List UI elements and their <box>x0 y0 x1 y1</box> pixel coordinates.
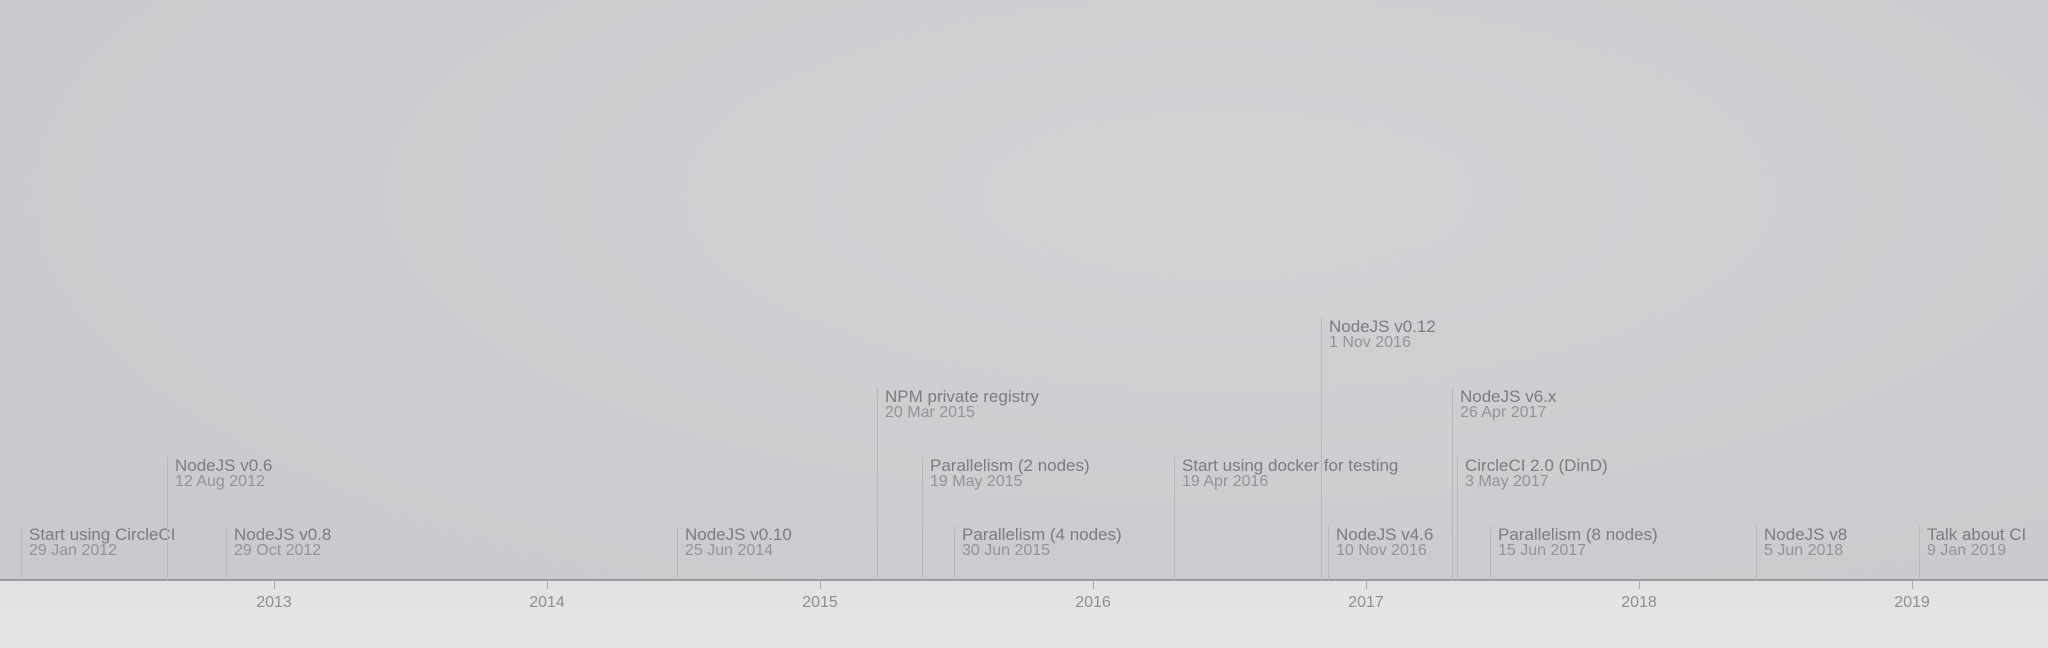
event-date: 25 Jun 2014 <box>685 542 774 559</box>
event-title: Parallelism (4 nodes) <box>962 525 1122 544</box>
event-date: 29 Jan 2012 <box>29 542 118 559</box>
timeline-event: CircleCI 2.0 (DinD) 3 May 2017 <box>1457 457 1608 580</box>
event-title: CircleCI 2.0 (DinD) <box>1465 456 1608 475</box>
event-title: NPM private registry <box>885 387 1039 406</box>
event-date: 15 Jun 2017 <box>1498 542 1587 559</box>
year-tick <box>274 580 275 589</box>
event-date: 30 Jun 2015 <box>962 542 1051 559</box>
timeline-event: Parallelism (8 nodes) 15 Jun 2017 <box>1490 526 1658 580</box>
timeline-event: Parallelism (4 nodes) 30 Jun 2015 <box>954 526 1122 580</box>
event-date: 12 Aug 2012 <box>175 473 265 490</box>
event-title: Parallelism (8 nodes) <box>1498 525 1658 544</box>
event-title: NodeJS v8 <box>1764 525 1848 544</box>
year-label: 2018 <box>1621 594 1657 611</box>
timeline-event: NodeJS v0.10 25 Jun 2014 <box>677 526 792 580</box>
year-tick <box>547 580 548 589</box>
timeline-event: NodeJS v0.8 29 Oct 2012 <box>226 526 331 580</box>
timeline-event: Start using docker for testing 19 Apr 20… <box>1174 457 1398 580</box>
year-label: 2017 <box>1348 594 1384 611</box>
axis-band <box>0 580 2048 648</box>
year-label: 2013 <box>256 594 292 611</box>
event-date: 20 Mar 2015 <box>885 404 975 421</box>
event-date: 9 Jan 2019 <box>1927 542 2007 559</box>
timeline-event: Talk about CI 9 Jan 2019 <box>1919 526 2026 580</box>
event-date: 5 Jun 2018 <box>1764 542 1844 559</box>
event-title: Start using docker for testing <box>1182 456 1399 475</box>
event-date: 19 Apr 2016 <box>1182 473 1269 490</box>
event-date: 1 Nov 2016 <box>1329 334 1411 351</box>
year-tick <box>1093 580 1094 589</box>
year-tick <box>1912 580 1913 589</box>
event-date: 10 Nov 2016 <box>1336 542 1427 559</box>
event-date: 3 May 2017 <box>1465 473 1549 490</box>
year-label: 2016 <box>1075 594 1111 611</box>
event-title: Parallelism (2 nodes) <box>930 456 1090 475</box>
timeline-event: NPM private registry 20 Mar 2015 <box>877 388 1039 580</box>
timeline-event: NodeJS v6.x 26 Apr 2017 <box>1452 388 1556 580</box>
event-title: NodeJS v0.12 <box>1329 317 1436 336</box>
event-date: 26 Apr 2017 <box>1460 404 1547 421</box>
event-title: NodeJS v0.6 <box>175 456 273 475</box>
event-title: Talk about CI <box>1927 525 2027 544</box>
timeline-event: NodeJS v8 5 Jun 2018 <box>1756 526 1847 580</box>
event-title: NodeJS v6.x <box>1460 387 1557 406</box>
year-label: 2019 <box>1894 594 1930 611</box>
timeline-event: Start using CircleCI 29 Jan 2012 <box>21 526 175 580</box>
year-label: 2015 <box>802 594 838 611</box>
event-date: 29 Oct 2012 <box>234 542 322 559</box>
timeline-event: Parallelism (2 nodes) 19 May 2015 <box>922 457 1090 580</box>
timeline-event: NodeJS v0.6 12 Aug 2012 <box>167 457 272 580</box>
event-title: Start using CircleCI <box>29 525 176 544</box>
year-label: 2014 <box>529 594 565 611</box>
year-tick <box>1639 580 1640 589</box>
timeline-event: NodeJS v0.12 1 Nov 2016 <box>1321 318 1436 580</box>
year-tick <box>820 580 821 589</box>
event-date: 19 May 2015 <box>930 473 1023 490</box>
timeline-axis <box>0 579 2048 581</box>
event-title: NodeJS v0.8 <box>234 525 332 544</box>
year-tick <box>1366 580 1367 589</box>
timeline-event: NodeJS v4.6 10 Nov 2016 <box>1328 526 1433 580</box>
event-title: NodeJS v4.6 <box>1336 525 1434 544</box>
event-title: NodeJS v0.10 <box>685 525 792 544</box>
